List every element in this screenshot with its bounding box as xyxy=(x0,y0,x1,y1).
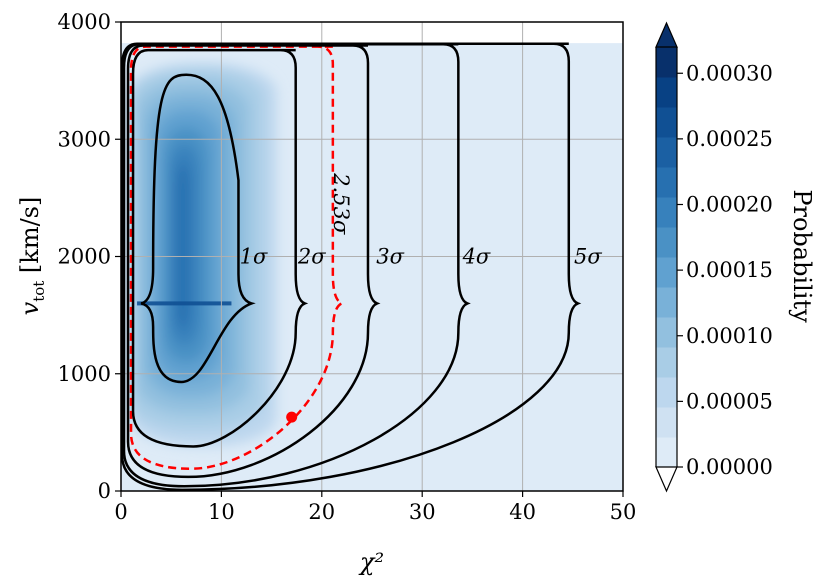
x-tick-label: 50 xyxy=(610,500,637,524)
colorbar-tick-label: 0.00020 xyxy=(686,193,773,217)
x-tick-label: 30 xyxy=(409,500,436,524)
colorbar-segment xyxy=(656,317,677,348)
heatmap-level-7 xyxy=(176,162,190,330)
grid-lines xyxy=(121,22,623,491)
contour-label-3-sigma: 3σ xyxy=(376,245,404,269)
y-axis-ticks: 0 1000 2000 3000 4000 xyxy=(58,10,121,503)
colorbar-segment xyxy=(656,107,677,138)
colorbar-frame xyxy=(655,47,678,467)
contour-4-sigma xyxy=(122,43,471,488)
colorbar-label: Probability xyxy=(788,189,816,323)
x-tick-label: 0 xyxy=(114,500,127,524)
x-tick-label: 20 xyxy=(308,500,335,524)
contour-1-sigma xyxy=(140,73,256,384)
y-tick-label: 2000 xyxy=(58,245,111,269)
colorbar-segment xyxy=(656,167,677,198)
colorbar-tick-label: 0.00000 xyxy=(686,455,773,479)
colorbar-segment xyxy=(656,77,677,108)
colorbar-segment xyxy=(656,257,677,288)
colorbar-segment xyxy=(656,407,677,438)
heatmap-ridge xyxy=(137,301,232,306)
y-tick-label: 0 xyxy=(98,479,111,503)
x-axis-ticks: 0 10 20 30 40 50 xyxy=(114,491,636,524)
colorbar-segment xyxy=(656,137,677,168)
colorbar-tick-label: 0.00025 xyxy=(686,127,773,151)
colorbar-extend-max xyxy=(655,21,678,48)
contour-highlight xyxy=(129,45,346,470)
x-tick-label: 10 xyxy=(208,500,235,524)
colorbar-extend-min xyxy=(655,466,678,493)
colorbar-segment xyxy=(656,377,677,408)
colorbar: 0.00000 0.00005 0.00010 0.00015 0.00020 0.000… xyxy=(655,21,773,493)
y-axis-title: vtot [km/s] xyxy=(16,197,48,316)
contour-labels: 1σ 2σ 3σ 4σ 5σ 2.53σ xyxy=(240,172,603,269)
colorbar-segment xyxy=(656,287,677,318)
contour-2-sigma xyxy=(131,48,309,448)
colorbar-segment xyxy=(656,347,677,378)
y-tick-label: 3000 xyxy=(58,127,111,151)
contour-5-sigma xyxy=(121,42,582,491)
y-tick-label: 4000 xyxy=(58,10,111,34)
colorbar-tick-label: 0.00015 xyxy=(686,258,773,282)
contour-3-sigma xyxy=(126,44,381,479)
contour-label-highlight: 2.53σ xyxy=(329,172,353,235)
colorbar-segment xyxy=(656,47,677,78)
contour-label-5-sigma: 5σ xyxy=(574,245,602,269)
colorbar-tick-label: 0.00005 xyxy=(686,389,773,413)
colorbar-segment xyxy=(656,197,677,228)
y-tick-label: 1000 xyxy=(58,362,111,386)
contour-label-1-sigma: 1σ xyxy=(240,245,268,269)
colorbar-tick-label: 0.00030 xyxy=(686,61,773,85)
highlight-point xyxy=(286,411,298,423)
sigma-contours xyxy=(121,42,582,491)
contour-label-4-sigma: 4σ xyxy=(462,245,491,269)
colorbar-tick-label: 0.00010 xyxy=(686,324,773,348)
contour-label-2-sigma: 2σ xyxy=(297,245,326,269)
x-axis-title: χ² xyxy=(358,548,384,576)
x-tick-label: 40 xyxy=(509,500,536,524)
colorbar-segment xyxy=(656,227,677,258)
colorbar-segment xyxy=(656,437,677,468)
